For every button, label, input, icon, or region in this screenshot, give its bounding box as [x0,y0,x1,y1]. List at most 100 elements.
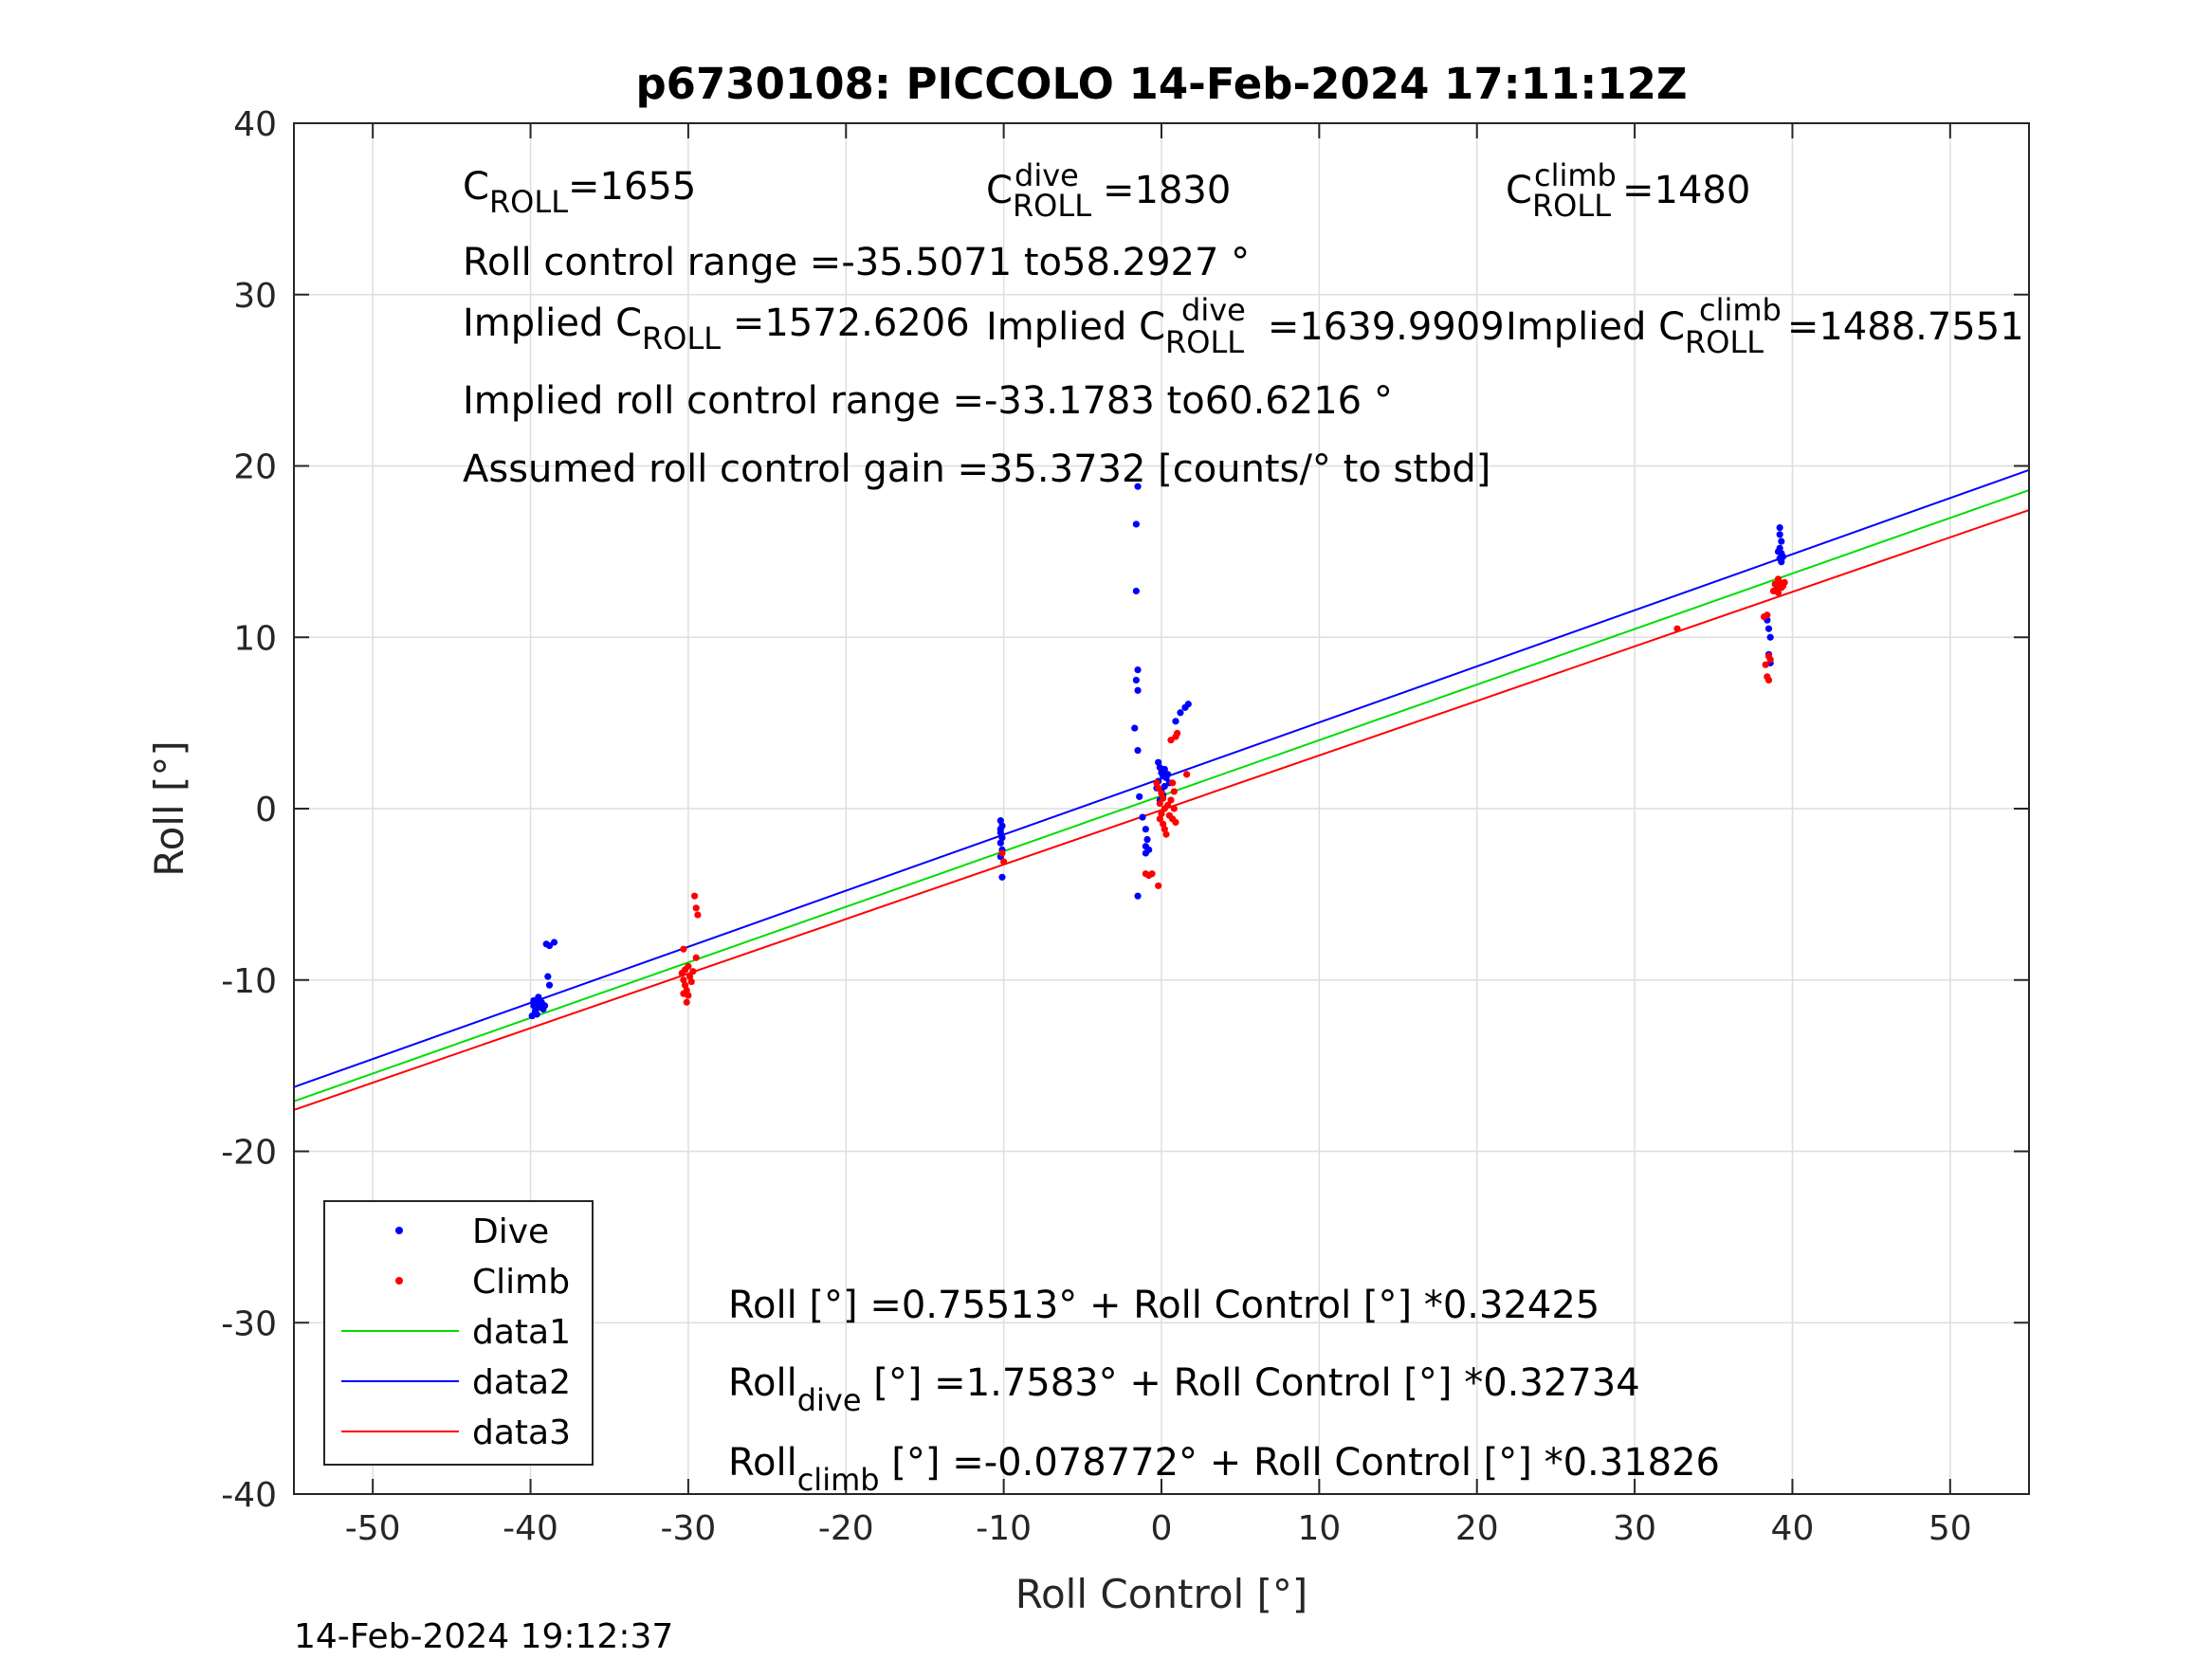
x-tick-label: 40 [1771,1509,1815,1548]
x-tick-label: -50 [345,1509,401,1548]
climb-point [1155,882,1162,889]
climb-point [998,849,1006,857]
dive-point [550,939,558,946]
legend-label-climb: Climb [472,1263,570,1302]
dive-point [1134,483,1142,490]
dive-point [1139,813,1146,821]
climb-point [1153,779,1161,787]
climb-point [1781,578,1788,587]
climb-point [689,968,697,975]
y-tick-label: 30 [233,277,277,316]
annotation-implied-c-roll: Implied CROLL =1572.6206 [463,301,970,356]
dive-point [1779,553,1787,560]
dive-point [1136,793,1143,800]
climb-point [694,911,702,919]
x-tick-label: -10 [976,1509,1032,1548]
legend-label-data1: data1 [472,1313,571,1352]
climb-point [683,998,690,1006]
climb-point [690,892,699,900]
climb-point [1773,582,1781,590]
climb-point [1169,779,1177,787]
axis-ticks: -50 -40 -30 -20 -10 0 10 20 30 40 50 -40 -30 -20 -10 0 1… [221,105,2029,1548]
timestamp: 14-Feb-2024 19:12:37 [294,1617,673,1656]
climb-point [681,981,689,989]
annotation-implied-c-roll-dive: Implied CROLL =1639.9909 [986,305,1505,360]
x-tick-label: 10 [1297,1509,1341,1548]
climb-point [1762,661,1769,668]
x-axis-label: Roll Control [°] [1015,1571,1308,1617]
annotation-implied-c-roll-climb-sup: climb [1699,292,1782,328]
climb-point [685,962,692,970]
dive-point [1142,849,1149,857]
fit-line-data3 [293,509,2030,1111]
dive-point [1132,676,1140,684]
climb-point [1170,805,1178,812]
dive-point [1184,701,1192,708]
climb-point [1774,575,1782,583]
annotation-c-roll-dive: CROLL =1830 [986,169,1231,224]
y-tick-label: -10 [221,962,277,1001]
x-tick-label: 0 [1151,1509,1173,1548]
climb-point [680,945,687,953]
climb-point [1769,587,1778,595]
dive-point [535,994,542,1001]
dive-point [1164,771,1172,778]
legend-label-data2: data2 [472,1363,571,1402]
legend-marker-climb [395,1277,403,1285]
dive-point [1774,548,1782,556]
climb-point [680,976,687,984]
dive-point [998,873,1006,881]
dive-point [533,1011,540,1018]
y-tick-label: 40 [233,105,277,144]
climb-point [1174,729,1181,738]
annotation-fit-dive: Rolldive [°] =1.7583° + Roll Control [°]… [728,1361,1640,1418]
dive-point [996,839,1004,847]
climb-point [1160,794,1167,802]
climb-point [687,977,695,986]
annotation-fit-climb: Rollclimb [°] =-0.078772° + Roll Control… [728,1441,1720,1498]
legend-label-dive: Dive [472,1212,549,1251]
climb-point [1156,799,1163,808]
climb-point [1167,737,1175,744]
dive-point [1134,665,1142,674]
climb-point [692,954,700,961]
climb-point [686,973,694,980]
dive-point [1776,523,1783,532]
x-tick-label: 30 [1613,1509,1656,1548]
climb-point [1155,784,1162,792]
climb-point [1766,656,1774,664]
legend-box [323,1200,594,1466]
dive-point [1161,765,1168,774]
climb-point [680,990,687,997]
climb-point [1673,625,1681,632]
climb-point [1162,830,1170,838]
annotation-assumed-gain: Assumed roll control gain =35.3732 [coun… [463,447,1490,491]
dive-point [1161,782,1168,791]
dive-point [1764,625,1773,632]
y-tick-label: -20 [221,1134,277,1173]
climb-point [1000,858,1008,866]
climb-point [1164,801,1172,809]
climb-point [1170,788,1178,795]
x-tick-label: -20 [818,1509,874,1548]
chart-title: p6730108: PICCOLO 14-Feb-2024 17:11:12Z [635,59,1687,109]
dive-point [996,826,1004,833]
dive-point [540,1002,549,1010]
dive-point [1134,686,1142,694]
y-tick-label: 10 [233,619,277,658]
annotation-implied-c-roll-climb: Implied CROLL =1488.7551 [1506,305,2024,360]
dive-point [1177,709,1184,717]
x-tick-label: 20 [1455,1509,1499,1548]
dive-point [1778,558,1785,566]
annotation-c-roll-dive-sup: dive [1015,157,1079,193]
y-tick-label: -40 [221,1476,277,1515]
y-tick-label: 20 [233,448,277,487]
y-tick-label: -30 [221,1304,277,1343]
climb-point [1156,815,1163,823]
x-tick-label: 50 [1929,1509,1972,1548]
dive-point [1155,758,1162,766]
dive-point [1776,531,1783,538]
dive-point [996,817,1004,825]
dive-point [1172,718,1179,725]
